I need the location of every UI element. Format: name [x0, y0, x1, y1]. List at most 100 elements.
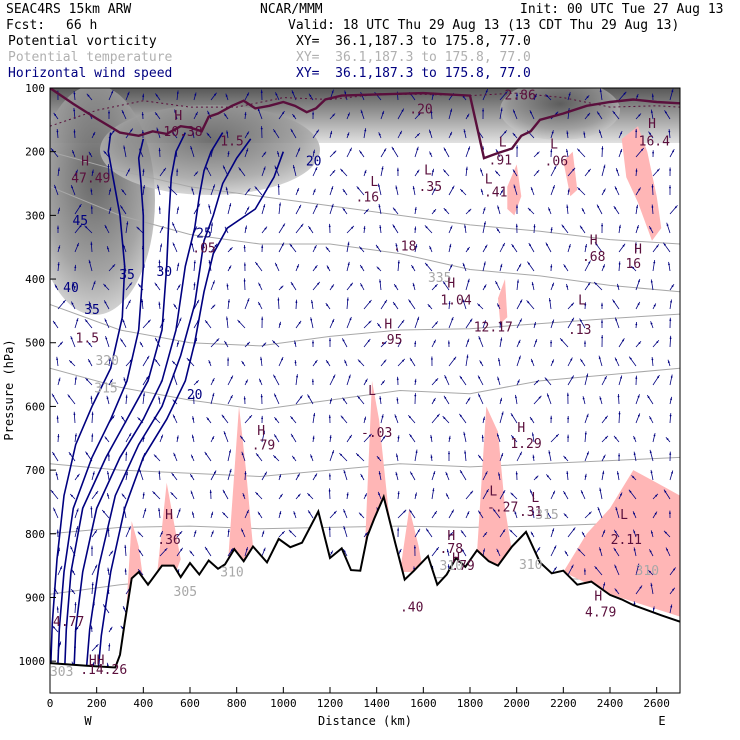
wind-arrow-head	[74, 378, 77, 380]
wind-arrow	[103, 283, 110, 291]
wind-arrow-head	[364, 418, 366, 420]
wind-arrow-head	[497, 207, 500, 209]
wind-arrow-head	[552, 186, 555, 189]
wind-arrow	[142, 508, 147, 519]
wind-arrow-head	[123, 147, 126, 149]
wind-arrow-head	[582, 397, 585, 400]
wind-arrow-head	[94, 531, 97, 533]
wind-arrow-head	[585, 245, 587, 248]
wind-arrow-head	[483, 208, 486, 211]
wind-arrow-head	[451, 510, 454, 513]
wind-arrow-head	[369, 434, 371, 437]
wind-arrow-head	[212, 281, 215, 284]
wind-arrow-head	[602, 265, 605, 268]
annotation-label: .06	[545, 155, 568, 170]
wind-arrow	[527, 207, 535, 215]
x-tick-label: 400	[133, 697, 153, 710]
wind-arrow-head	[146, 377, 149, 380]
wind-arrow	[431, 470, 436, 481]
wind-arrow-head	[430, 436, 433, 439]
wind-arrow	[121, 493, 127, 500]
annotation-label: 20	[187, 388, 203, 403]
wind-arrow-head	[172, 243, 175, 246]
wind-arrow-head	[613, 112, 616, 114]
wind-arrow	[221, 414, 229, 424]
wind-arrow-head	[554, 546, 556, 549]
wind-arrow	[633, 547, 637, 557]
wind-arrow	[125, 168, 131, 177]
wind-arrow	[652, 244, 660, 253]
wind-arrow	[226, 283, 229, 291]
wind-arrow-head	[142, 95, 145, 98]
wind-arrow-head	[446, 550, 449, 553]
wind-arrow	[137, 531, 144, 538]
wind-arrow-head	[124, 570, 127, 572]
wind-arrow-head	[535, 476, 538, 479]
wind-arrow	[566, 204, 569, 215]
wind-arrow-head	[619, 226, 621, 229]
wind-arrow	[497, 205, 501, 215]
wind-arrow	[278, 530, 285, 538]
wind-arrow-head	[208, 361, 211, 364]
wind-arrow-head	[172, 361, 175, 364]
wind-arrow	[397, 358, 406, 367]
wind-arrow-head	[615, 358, 617, 361]
wind-arrow	[142, 492, 145, 500]
wind-arrow-head	[520, 300, 522, 303]
wind-arrow	[193, 380, 199, 386]
wind-arrow-head	[448, 342, 450, 344]
wind-arrow	[463, 129, 467, 139]
wind-arrow	[142, 168, 145, 177]
wind-arrow	[154, 282, 161, 291]
field-theta-xy: XY= 36.1,187.3 to 175.8, 77.0	[296, 50, 531, 65]
wind-arrow-head	[548, 451, 551, 454]
wind-arrow	[566, 130, 569, 139]
wind-arrow	[561, 224, 569, 234]
wind-arrow	[544, 377, 552, 386]
wind-arrow-head	[649, 417, 652, 420]
wind-arrow-head	[566, 285, 568, 288]
wind-arrow-head	[635, 130, 638, 133]
wind-arrow	[312, 265, 318, 272]
wind-arrow-head	[360, 266, 363, 268]
wind-arrow-head	[351, 226, 354, 229]
wind-arrow-head	[434, 285, 437, 287]
wind-arrow-head	[71, 494, 73, 497]
wind-arrow-head	[122, 111, 124, 114]
wind-arrow-head	[377, 457, 380, 459]
annotation-label: 10.38	[163, 125, 202, 140]
x-tick-label: 2600	[643, 697, 670, 710]
wind-arrow-head	[360, 247, 362, 250]
wind-arrow-head	[55, 285, 57, 288]
wind-arrow-head	[258, 284, 261, 286]
wind-arrow-head	[588, 283, 590, 286]
wind-arrow-head	[513, 133, 516, 136]
wind-arrow-head	[333, 151, 336, 154]
wind-arrow	[477, 303, 484, 310]
wind-arrow-head	[212, 394, 215, 397]
wind-arrow-head	[331, 285, 334, 288]
annotation-label: 310	[220, 566, 243, 581]
wind-arrow-head	[586, 452, 589, 455]
wind-arrow	[407, 414, 416, 424]
wind-arrow-head	[429, 247, 432, 250]
wind-arrow	[482, 261, 486, 272]
wind-arrow	[649, 549, 654, 557]
wind-arrow	[274, 417, 280, 424]
wind-arrow	[380, 166, 384, 177]
wind-arrow	[395, 243, 399, 253]
wind-arrow-head	[615, 187, 617, 190]
wind-arrow	[57, 245, 61, 253]
wind-arrow	[312, 473, 318, 481]
wind-arrow	[414, 112, 422, 120]
wind-arrow-head	[223, 166, 226, 169]
wind-arrow	[424, 225, 433, 234]
wind-arrow	[430, 434, 433, 443]
wind-arrow	[532, 509, 535, 519]
wind-arrow	[210, 435, 215, 443]
wind-arrow-head	[412, 284, 415, 287]
wind-arrow	[601, 454, 606, 462]
wind-arrow	[57, 415, 59, 424]
wind-arrow-head	[127, 169, 130, 172]
wind-arrow	[136, 226, 144, 234]
